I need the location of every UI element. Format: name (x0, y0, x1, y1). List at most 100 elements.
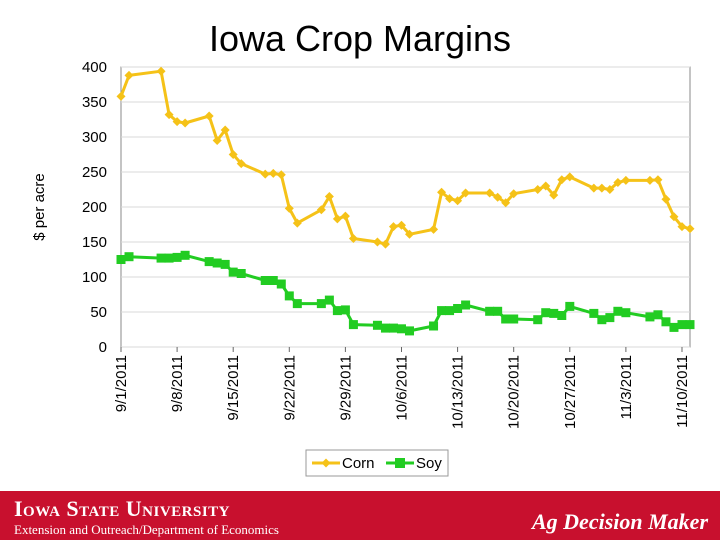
soy-point (461, 300, 471, 310)
corn-point (605, 185, 615, 194)
soy-point (669, 322, 679, 332)
corn-point (388, 222, 398, 232)
soy-point (236, 269, 246, 278)
y-tick-label: 0 (99, 339, 107, 356)
y-tick-label: 200 (82, 199, 107, 216)
corn-point (661, 194, 671, 204)
corn-point (324, 192, 334, 201)
x-axis-ticks: 9/1/2011 9/8/2011 9/15/2011 9/22/2011 9/29/2… (113, 347, 691, 429)
soy-point (541, 308, 551, 318)
corn-point (164, 110, 174, 120)
soy-point (549, 308, 559, 318)
x-tick-label: 9/22/2011 (281, 355, 298, 421)
x-tick-label: 10/6/2011 (393, 355, 410, 421)
corn-point (156, 66, 166, 76)
soy-point (685, 320, 695, 330)
x-tick-label: 10/27/2011 (562, 355, 579, 429)
soy-point (172, 252, 182, 262)
x-tick-label: 10/13/2011 (450, 355, 467, 429)
corn-point (613, 178, 623, 187)
corn-point (621, 175, 631, 185)
y-tick-label: 100 (82, 269, 107, 286)
soy-point (453, 304, 463, 313)
soy-point (324, 295, 334, 305)
y-tick-label: 50 (90, 304, 107, 321)
corn-point (509, 189, 519, 199)
soy-point (260, 276, 270, 285)
corn-point (172, 117, 182, 127)
corn-point (212, 136, 222, 145)
soy-point (204, 257, 214, 267)
soy-point (228, 267, 238, 277)
soy-point (429, 321, 439, 331)
soy-point (509, 314, 519, 324)
soy-point (653, 310, 663, 320)
soy-point (589, 308, 599, 318)
soy-point (292, 299, 302, 309)
corn-point (485, 188, 495, 198)
soy-point (621, 308, 631, 318)
brand-logo: Ag Decision Maker (532, 509, 708, 534)
corn-point (565, 172, 575, 182)
corn-point (396, 220, 406, 230)
series-layer (116, 66, 695, 336)
soy-point (316, 299, 326, 309)
corn-point (405, 229, 415, 239)
corn-point (597, 183, 607, 193)
line-chart: 0 50 100 150 200 250 300 350 400 9/1/2011 9/8/201… (31, 59, 695, 477)
corn-point (380, 239, 390, 249)
soy-point (501, 314, 511, 324)
legend-soy-marker (395, 458, 405, 468)
corn-point (276, 170, 286, 180)
corn-point (653, 175, 663, 185)
x-tick-label: 9/8/2011 (169, 355, 186, 412)
x-tick-label: 9/1/2011 (113, 355, 130, 412)
corn-point (645, 175, 655, 185)
soy-point (156, 253, 166, 263)
soy-point (268, 276, 278, 285)
x-tick-label: 9/15/2011 (225, 355, 242, 421)
soy-point (485, 306, 495, 316)
x-tick-label: 11/3/2011 (618, 355, 635, 420)
corn-point (589, 183, 599, 193)
corn-point (292, 218, 302, 228)
corn-point (268, 168, 278, 178)
soy-point (284, 291, 294, 301)
soy-point (220, 259, 230, 269)
soy-point (437, 306, 447, 316)
corn-point (316, 205, 326, 215)
corn-point (669, 212, 679, 222)
soy-point (405, 326, 415, 336)
soy-point (372, 320, 382, 330)
y-tick-label: 350 (82, 94, 107, 111)
corn-point (685, 224, 695, 234)
soy-point (645, 312, 655, 322)
corn-point (437, 187, 447, 197)
soy-point (388, 323, 398, 333)
corn-point (372, 237, 382, 247)
corn-point (348, 234, 358, 243)
corn-point (445, 194, 455, 204)
y-axis-ticks: 0 50 100 150 200 250 300 350 400 (82, 59, 107, 356)
corn-point (284, 203, 294, 213)
soy-point (164, 253, 174, 263)
soy-point (348, 320, 358, 330)
soy-point (276, 279, 286, 289)
y-tick-label: 150 (82, 234, 107, 251)
soy-point (565, 301, 575, 311)
legend-corn-marker (321, 458, 331, 468)
x-tick-label: 10/20/2011 (506, 355, 523, 429)
department-text: Extension and Outreach/Department of Eco… (14, 522, 279, 537)
corn-point (236, 159, 246, 169)
y-tick-label: 300 (82, 129, 107, 146)
soy-point (597, 315, 607, 325)
legend-soy-label: Soy (416, 455, 442, 472)
corn-point (116, 91, 126, 101)
soy-point (533, 315, 543, 325)
soy-point (661, 317, 671, 327)
soy-point (116, 255, 126, 264)
footer-bar: Iowa State University Extension and Outr… (0, 491, 720, 540)
corn-point (180, 118, 190, 128)
legend: Corn Soy (305, 449, 449, 477)
soy-point (396, 324, 406, 334)
